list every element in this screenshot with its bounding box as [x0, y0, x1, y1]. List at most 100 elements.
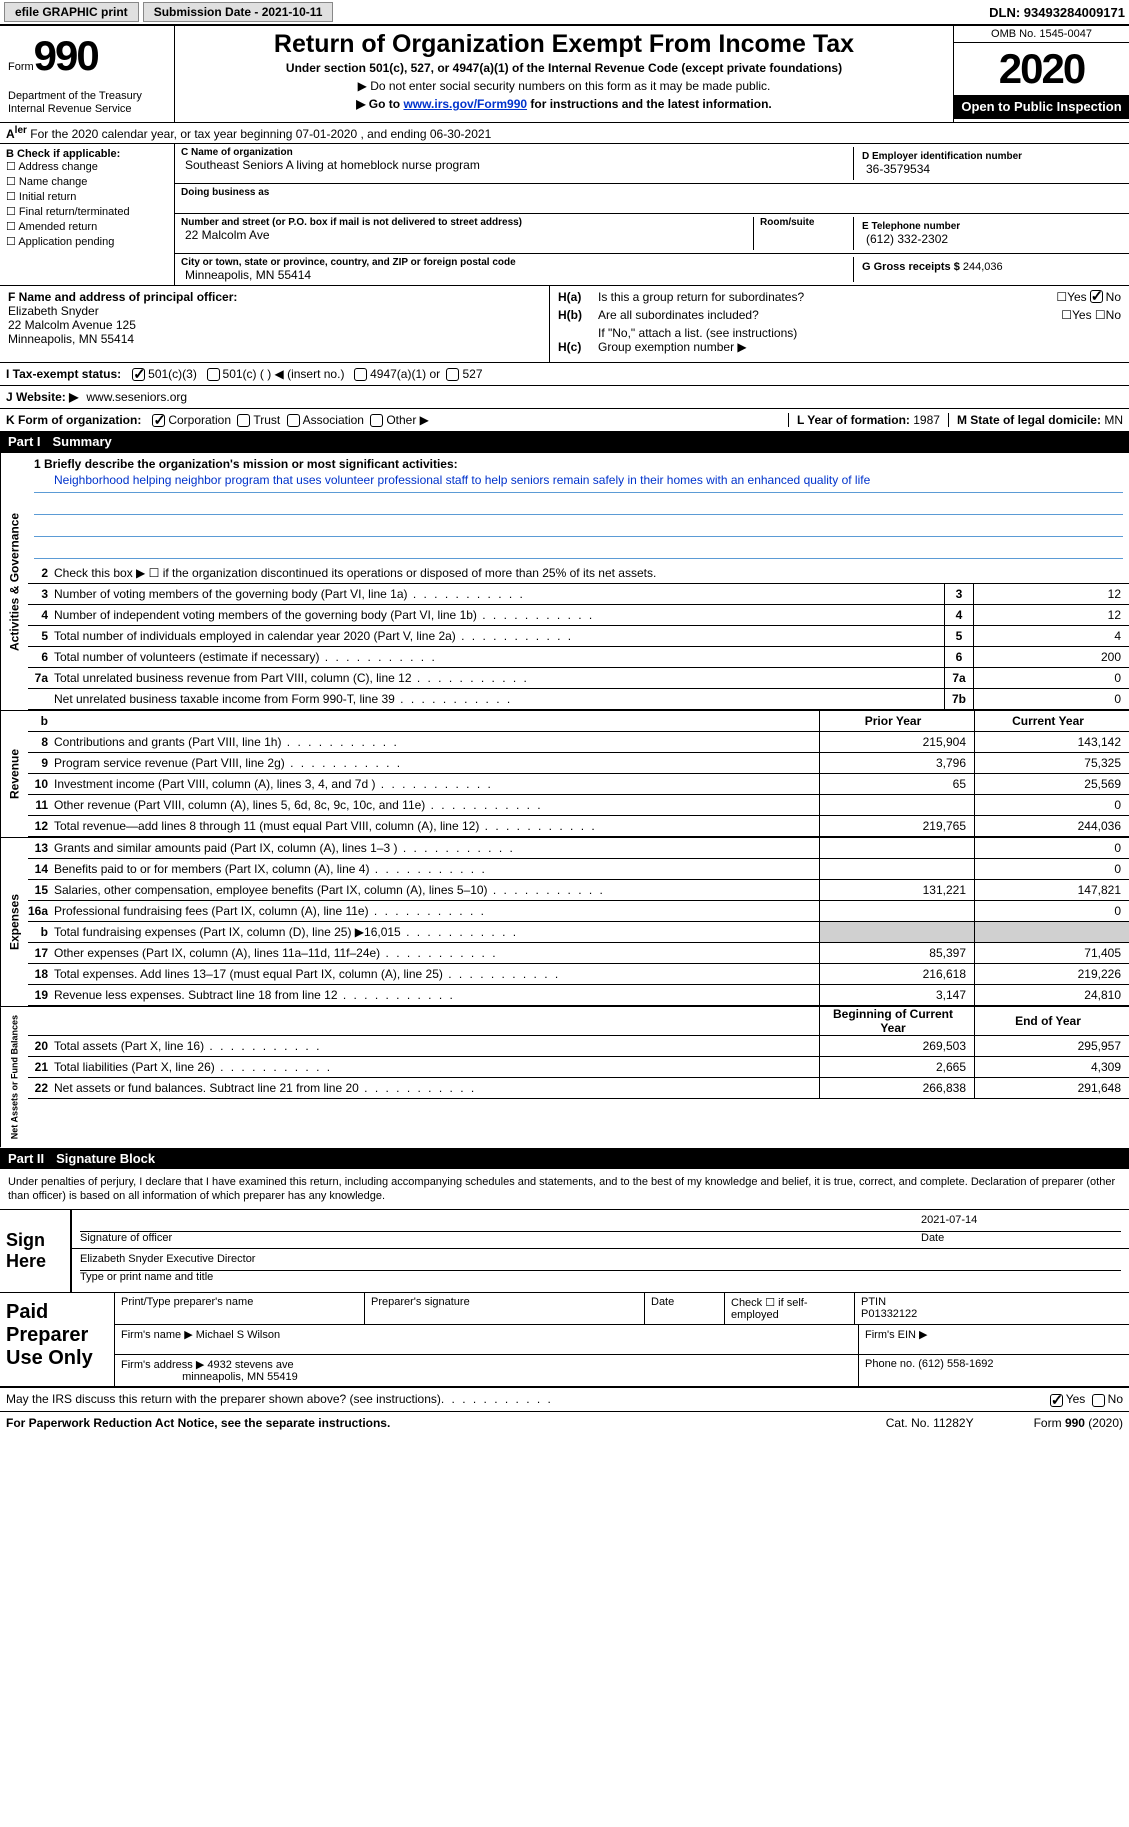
- tel-value: (612) 332-2302: [866, 232, 1115, 246]
- check-final-return[interactable]: ☐ Final return/terminated: [6, 205, 168, 218]
- check-application-pending[interactable]: ☐ Application pending: [6, 235, 168, 248]
- irs-link[interactable]: www.irs.gov/Form990: [403, 97, 527, 111]
- submission-date: Submission Date - 2021-10-11: [143, 2, 334, 22]
- domicile-label: M State of legal domicile:: [957, 413, 1101, 427]
- 501c-check[interactable]: [207, 368, 220, 381]
- city-label: City or town, state or province, country…: [181, 257, 853, 268]
- footer-right: Form 990 (2020): [1034, 1416, 1123, 1430]
- check-initial-return[interactable]: ☐ Initial return: [6, 190, 168, 203]
- blank: b: [28, 714, 54, 728]
- firm-ein-label: Firm's EIN ▶: [859, 1325, 1129, 1354]
- preparer-date-label: Date: [651, 1296, 718, 1308]
- officer-addr1: 22 Malcolm Avenue 125: [8, 318, 541, 332]
- a-row: Aler For the 2020 calendar year, or tax …: [0, 122, 1129, 144]
- self-employed-check[interactable]: Check ☐ if self-employed: [731, 1296, 848, 1321]
- year-box: OMB No. 1545-0047 2020 Open to Public In…: [954, 26, 1129, 122]
- part1-title: Summary: [53, 434, 112, 449]
- title-box: Return of Organization Exempt From Incom…: [175, 26, 954, 122]
- 4947-check[interactable]: [354, 368, 367, 381]
- firm-addr-label: Firm's address ▶: [121, 1359, 204, 1371]
- preparer-sig-label: Preparer's signature: [371, 1296, 638, 1308]
- omb-number: OMB No. 1545-0047: [954, 26, 1129, 43]
- assoc-label: Association: [303, 413, 364, 427]
- ptin-label: PTIN: [861, 1296, 1123, 1308]
- sub3-suffix: for instructions and the latest informat…: [527, 97, 772, 111]
- ein-label: D Employer identification number: [862, 151, 1115, 162]
- dba-label: Doing business as: [181, 187, 1123, 198]
- 527-check[interactable]: [446, 368, 459, 381]
- addr-value: 22 Malcolm Ave: [185, 228, 753, 242]
- corp-check[interactable]: [152, 414, 165, 427]
- phone-label: Phone no.: [865, 1358, 915, 1370]
- mission-label: 1 Briefly describe the organization's mi…: [34, 457, 458, 471]
- officer-addr2: Minneapolis, MN 55414: [8, 332, 541, 346]
- 4947-label: 4947(a)(1) or: [370, 367, 440, 381]
- firm-addr2: minneapolis, MN 55419: [182, 1371, 298, 1383]
- vtab-netassets: Net Assets or Fund Balances: [0, 1007, 28, 1147]
- sig-declaration: Under penalties of perjury, I declare th…: [0, 1169, 1129, 1210]
- firm-name: Michael S Wilson: [196, 1329, 280, 1341]
- efile-btn[interactable]: efile GRAPHIC print: [4, 2, 139, 22]
- mission-text: Neighborhood helping neighbor program th…: [34, 471, 1123, 493]
- tax-exempt-label: I Tax-exempt status:: [6, 367, 121, 381]
- officer-name: Elizabeth Snyder: [8, 304, 541, 318]
- check-name-change[interactable]: ☐ Name change: [6, 175, 168, 188]
- current-year-hdr: Current Year: [974, 711, 1129, 731]
- check-amended-return[interactable]: ☐ Amended return: [6, 220, 168, 233]
- tel-label: E Telephone number: [862, 221, 1115, 232]
- check-address-change[interactable]: ☐ Address change: [6, 160, 168, 173]
- form-box: Form990 Department of the Treasury Inter…: [0, 26, 175, 122]
- discuss-no[interactable]: [1092, 1394, 1105, 1407]
- preparer-name-label: Print/Type preparer's name: [121, 1296, 358, 1308]
- form-label: Form: [8, 61, 34, 73]
- vtab-expenses: Expenses: [0, 838, 28, 1006]
- signature-label: Signature of officer: [80, 1232, 921, 1244]
- addr-label: Number and street (or P.O. box if mail i…: [181, 217, 753, 228]
- city-value: Minneapolis, MN 55414: [185, 268, 853, 282]
- vtab-revenue: Revenue: [0, 711, 28, 837]
- f-officer: F Name and address of principal officer:…: [0, 286, 550, 362]
- trust-check[interactable]: [237, 414, 250, 427]
- firm-addr1: 4932 stevens ave: [207, 1359, 293, 1371]
- print-name-label: Type or print name and title: [80, 1271, 1121, 1283]
- b-checkboxes: B Check if applicable: ☐ Address change …: [0, 144, 175, 285]
- sub3-prefix: ▶ Go to: [356, 97, 403, 111]
- corp-label: Corporation: [168, 413, 231, 427]
- subtitle-1: Under section 501(c), 527, or 4947(a)(1)…: [185, 61, 943, 75]
- form-title: Return of Organization Exempt From Incom…: [185, 30, 943, 59]
- form-org-label: K Form of organization:: [6, 413, 141, 427]
- room-label: Room/suite: [760, 217, 847, 228]
- 501c3-check[interactable]: [132, 368, 145, 381]
- website-label: J Website: ▶: [6, 390, 78, 404]
- org-name: Southeast Seniors A living at homeblock …: [185, 158, 853, 172]
- 501c3-label: 501(c)(3): [148, 367, 197, 381]
- part1-num: Part I: [8, 434, 41, 449]
- dln: DLN: 93493284009171: [989, 5, 1125, 20]
- mission-line3: [34, 515, 1123, 537]
- officer-print-name: Elizabeth Snyder Executive Director: [80, 1253, 1121, 1271]
- ha-no-check[interactable]: [1090, 290, 1103, 303]
- discuss-label: May the IRS discuss this return with the…: [6, 1392, 441, 1406]
- part2-title: Signature Block: [56, 1151, 155, 1166]
- tax-year-range: For the 2020 calendar year, or tax year …: [30, 127, 491, 141]
- part2-num: Part II: [8, 1151, 44, 1166]
- dept-treasury: Department of the Treasury Internal Reve…: [8, 90, 166, 116]
- mission-line2: [34, 493, 1123, 515]
- sign-date: 2021-07-14: [921, 1214, 1121, 1232]
- discuss-yes[interactable]: [1050, 1394, 1063, 1407]
- mission-line4: [34, 537, 1123, 559]
- prior-year-hdr: Prior Year: [819, 711, 974, 731]
- b-label: B Check if applicable:: [6, 148, 168, 160]
- phone-value: (612) 558-1692: [918, 1358, 993, 1370]
- footer-mid: Cat. No. 11282Y: [886, 1416, 974, 1430]
- form-number: 990: [34, 32, 98, 79]
- assoc-check[interactable]: [287, 414, 300, 427]
- ptin-value: P01332122: [861, 1308, 1123, 1320]
- sign-here-label: Sign Here: [0, 1210, 70, 1292]
- ein-value: 36-3579534: [866, 162, 1115, 176]
- 501c-label: 501(c) ( ) ◀ (insert no.): [223, 367, 345, 381]
- paid-preparer-label: Paid Preparer Use Only: [0, 1293, 115, 1386]
- other-check[interactable]: [370, 414, 383, 427]
- year-formation: 1987: [913, 413, 940, 427]
- part2-header: Part II Signature Block: [0, 1148, 1129, 1169]
